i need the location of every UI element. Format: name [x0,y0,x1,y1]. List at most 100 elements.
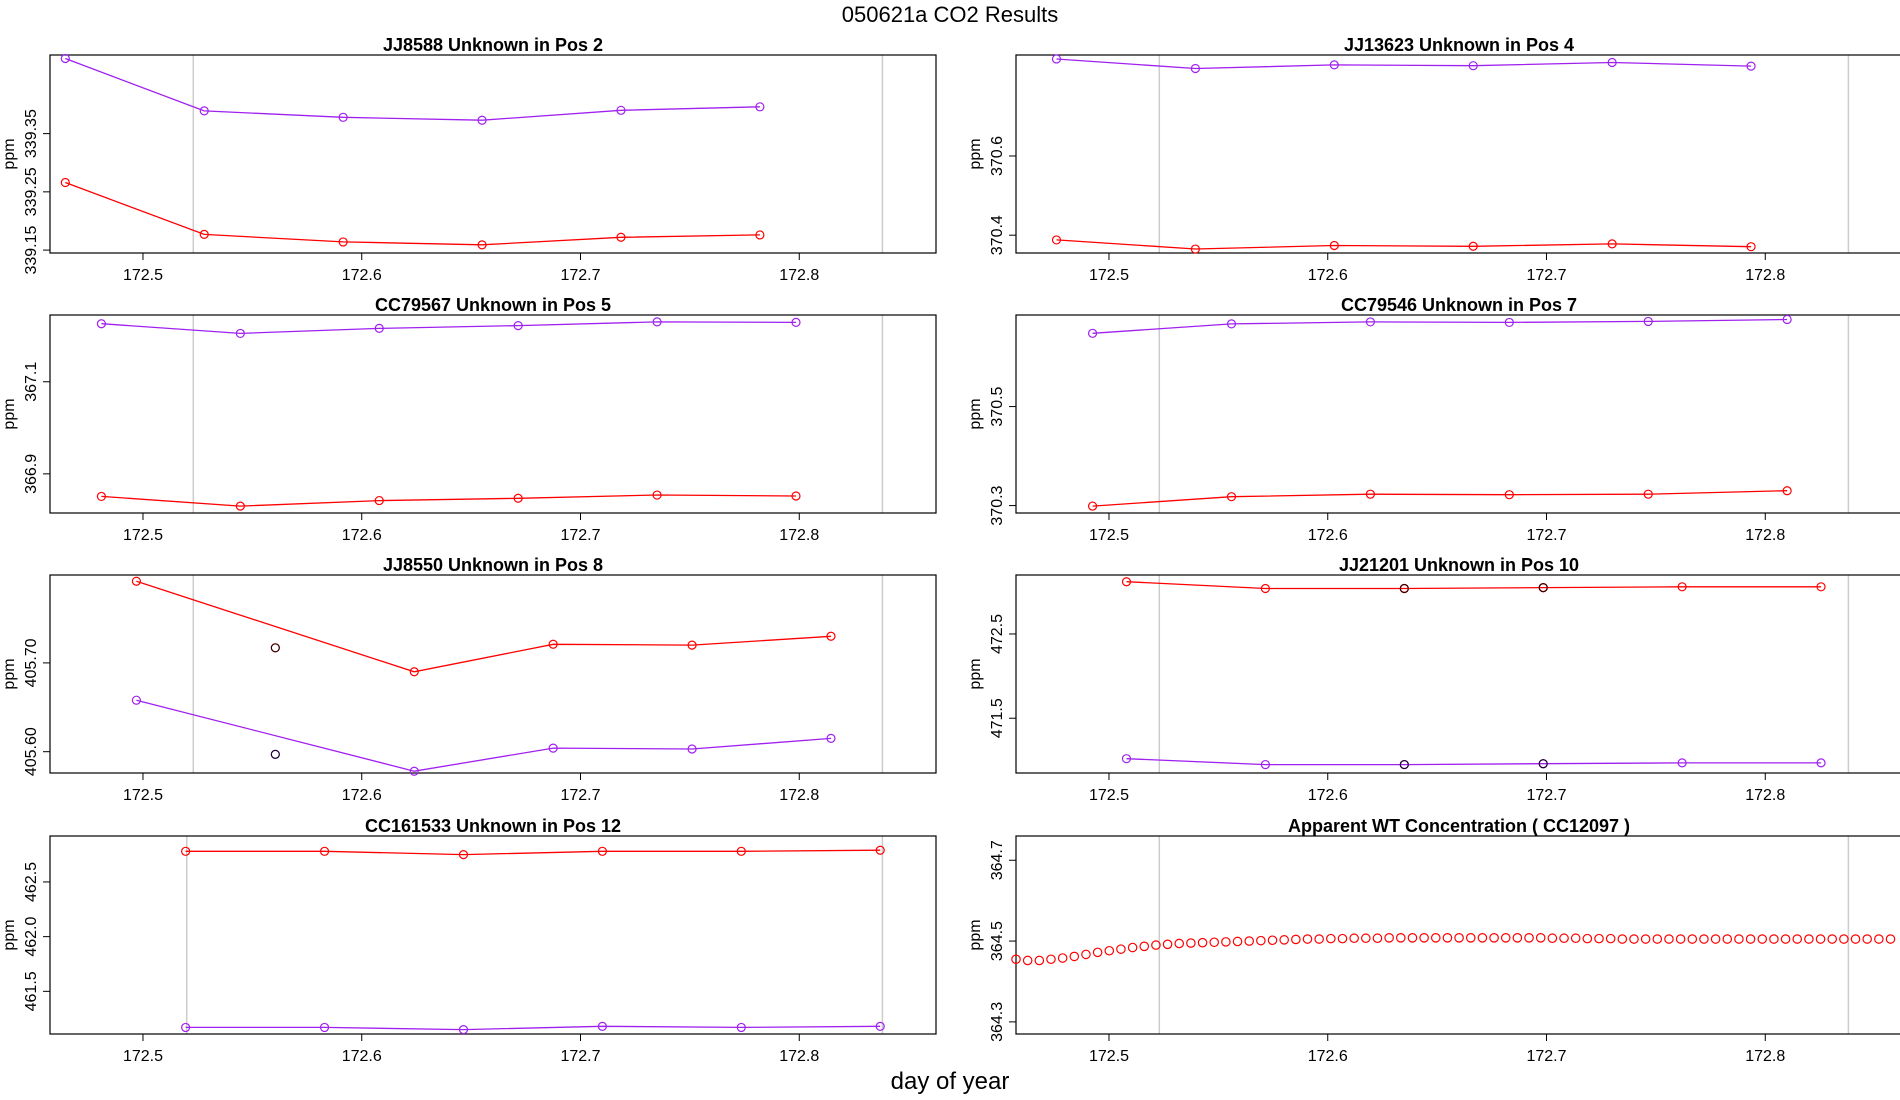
data-point-purple [513,320,523,331]
flagged-point-overlay [270,749,280,759]
series-line-purple [1126,758,1822,766]
plot-frame [49,835,937,1035]
y-axis-label: ppm [967,138,984,169]
data-point-red [1782,486,1792,496]
scatter-point [1862,934,1872,944]
data-point-purple [199,106,209,116]
data-point-purple [181,1022,191,1033]
scatter-point [1034,955,1045,966]
data-point-purple [131,695,142,705]
scatter-point [1827,934,1838,944]
data-point-red [597,846,607,856]
scatter-point [1477,933,1488,943]
plot-frame [1015,314,1900,514]
series-line-red [1092,490,1788,507]
scatter-point [1465,933,1476,943]
scatter-point [1687,934,1698,944]
data-point-purple [1087,328,1098,338]
data-point-red [60,177,70,188]
data-point-red [548,639,558,649]
scatter-point [1197,937,1208,948]
scatter-point [1104,945,1115,956]
x-tick-label: 172.5 [123,1048,163,1065]
scatter-point [1500,933,1511,943]
data-point-purple [60,53,70,64]
series-line-purple [185,1025,881,1031]
scatter-point [1279,935,1289,945]
data-point-red [1468,241,1478,251]
scatter-point [1081,949,1091,960]
y-tick-label: 364.7 [989,840,1006,880]
x-tick-label: 172.8 [1745,267,1785,284]
scatter-point [1640,934,1651,944]
scatter-point [1430,933,1441,943]
scatter-point [1605,933,1616,944]
series-line-purple [65,57,760,121]
y-tick-label: 405.60 [23,727,40,776]
scatter-point [1442,933,1453,943]
data-point-red [1746,242,1756,252]
data-point-purple [616,105,626,115]
panel-1: JJ8588 Unknown in Pos 2 172.5 172.6 172.7 17… [1,35,937,284]
scatter-point [1582,933,1593,944]
scatter-point [1384,933,1394,943]
scatter-point [1232,936,1243,947]
plot-frame [49,314,937,514]
x-tick-label: 172.6 [342,527,382,544]
y-tick-label: 364.3 [989,1002,1006,1042]
scatter-point [1174,938,1185,949]
data-point-red [199,229,209,239]
scatter-point [1372,933,1383,944]
scatter-point [1745,934,1756,944]
scatter-point [1675,934,1686,944]
scatter-point [1757,934,1768,944]
y-tick-label: 339.15 [23,226,40,275]
data-point-purple [1468,61,1478,71]
x-tick-label: 172.7 [1526,1048,1566,1065]
panel-4: CC79546 Unknown in Pos 7 172.5 172.6 172.7 1… [967,295,1900,544]
x-tick-label: 172.5 [123,267,163,284]
x-tick-label: 172.7 [1526,267,1566,284]
x-tick-label: 172.6 [1308,527,1348,544]
panel-7: CC161533 Unknown in Pos 12 172.5 172.6 172.… [1,816,937,1065]
x-tick-label: 172.5 [1089,1048,1129,1065]
data-point-purple [1677,758,1687,768]
scatter-point [1699,934,1709,944]
data-point-purple [1816,758,1826,768]
y-tick-label: 472.5 [989,614,1006,654]
panel-8: Apparent WT Concentration ( CC12097 ) 172… [967,816,1900,1065]
scatter-point [1617,934,1628,944]
y-tick-label: 366.9 [23,454,40,494]
scatter-point [1361,933,1371,944]
scatter-point [1349,933,1359,944]
x-tick-label: 172.7 [560,527,600,544]
panel-title: Apparent WT Concentration ( CC12097 ) [1288,816,1630,836]
series-line-purple [136,699,832,772]
scatter-point [1512,933,1523,943]
x-tick-label: 172.7 [560,787,600,804]
plot-frame [1015,835,1900,1035]
data-point-red [1607,239,1617,249]
panel-5: JJ8550 Unknown in Pos 8 172.5 172.6 172.7 17… [1,555,937,804]
x-tick-label: 172.6 [1308,267,1348,284]
data-point-red [1190,244,1200,254]
scatter-point [1629,934,1639,944]
plot-frame [1015,574,1900,774]
plot-frame [1015,54,1900,254]
scatter-point [1570,933,1581,944]
data-point-red [235,501,245,511]
scatter-point [1186,938,1196,948]
data-point-purple [1782,314,1792,325]
flagged-point-overlay [1399,760,1409,770]
data-point-red [96,491,107,502]
data-point-purple [1643,316,1653,327]
scatter-point [1594,933,1604,944]
y-axis-label: ppm [1,398,18,429]
scatter-point [1722,934,1733,944]
data-point-red [1329,240,1339,251]
data-point-red [736,846,746,856]
series-line-purple [1092,318,1788,334]
data-point-purple [458,1025,469,1035]
x-tick-label: 172.6 [342,1048,382,1065]
scatter-point [1291,934,1301,945]
